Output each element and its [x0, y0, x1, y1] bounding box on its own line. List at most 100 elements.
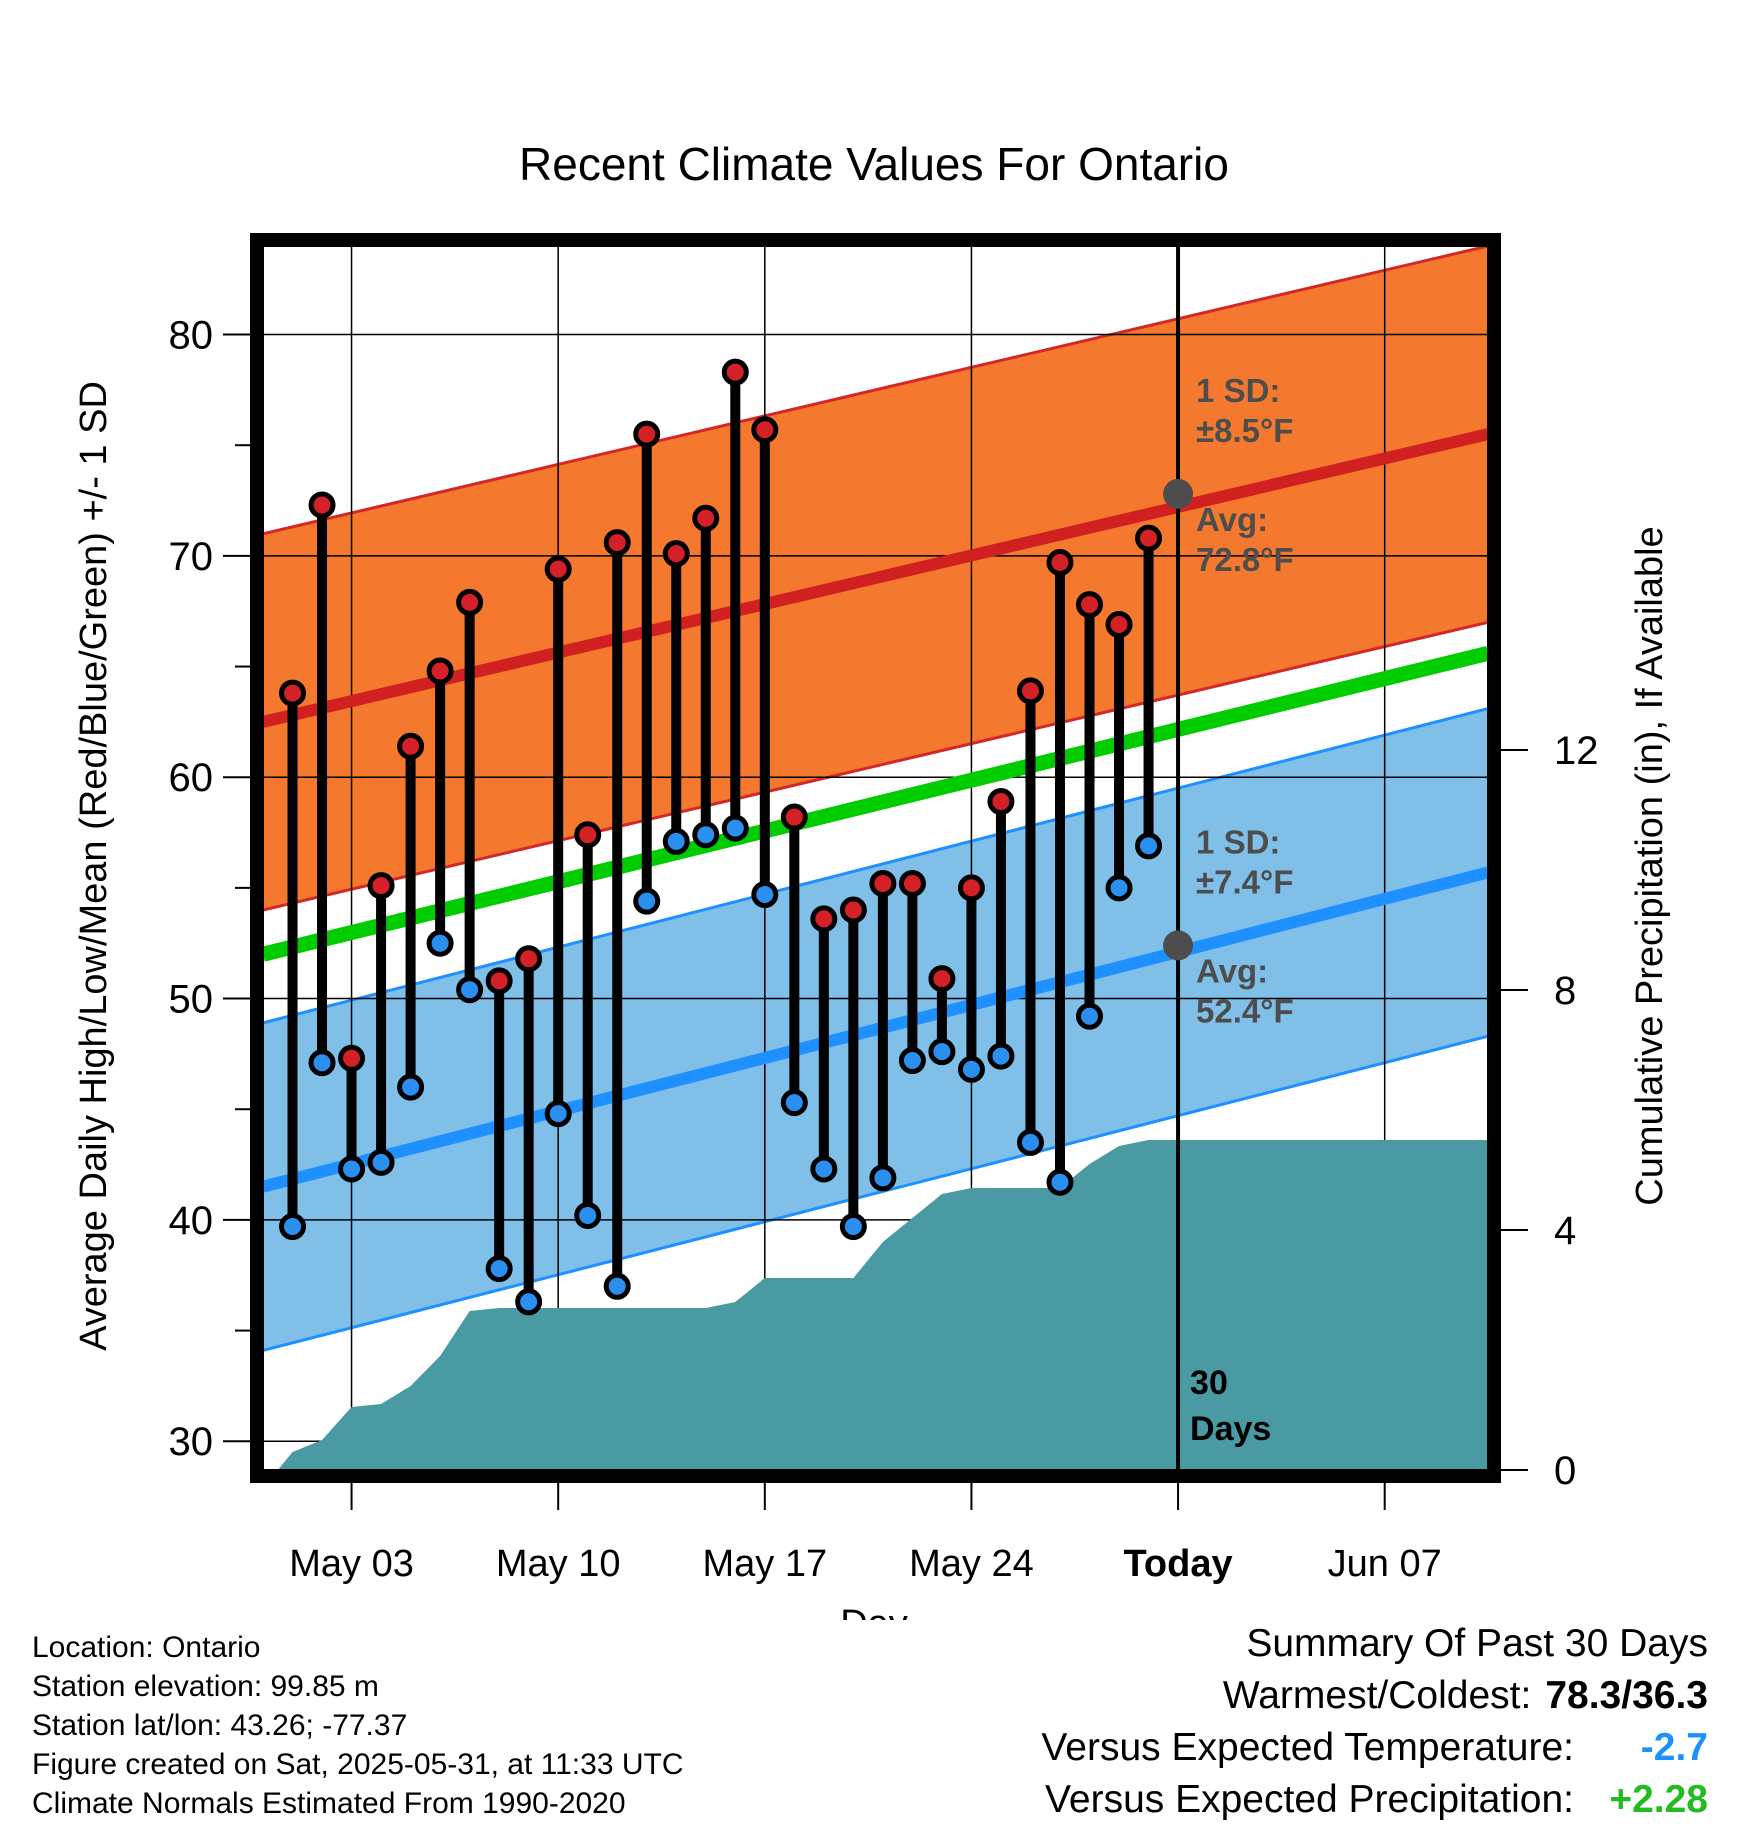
daily-high-point [308, 491, 336, 519]
y2-tick-label: 12 [1554, 729, 1599, 773]
summary-temp-value: -2.7 [1640, 1726, 1708, 1769]
y-tick-label: 70 [169, 535, 214, 579]
daily-high-point [1105, 610, 1133, 638]
days-unit-label: Days [1190, 1410, 1271, 1448]
daily-low-point [810, 1155, 838, 1183]
daily-high-point [987, 788, 1015, 816]
high-sd-value: ±8.5°F [1196, 412, 1293, 449]
high-sd-upper-edge [263, 246, 1488, 536]
daily-high-point [397, 732, 425, 760]
y-tick-label: 30 [169, 1420, 214, 1464]
daily-low-point [869, 1164, 897, 1192]
daily-low-point [898, 1047, 926, 1075]
daily-high-point [1076, 591, 1104, 619]
daily-low-point [721, 814, 749, 842]
summary-warmest-value: 78.3/36.3 [1545, 1674, 1708, 1717]
daily-low-point [308, 1049, 336, 1077]
daily-low-point [957, 1055, 985, 1083]
daily-low-point [928, 1038, 956, 1066]
today-low-avg-marker [1163, 930, 1194, 961]
daily-low-point [780, 1089, 808, 1117]
daily-low-point [633, 887, 661, 915]
y-tick-label: 40 [169, 1199, 214, 1243]
x-tick-label: Jun 07 [1328, 1543, 1442, 1585]
climate-chart: Recent Climate Values For Ontario Averag… [73, 138, 1671, 1620]
info-latlon: Station lat/lon: 43.26; -77.37 [32, 1709, 408, 1742]
x-axis-label: Day [840, 1603, 908, 1620]
daily-low-point [338, 1155, 366, 1183]
y2-tick-label: 0 [1554, 1449, 1576, 1493]
daily-low-point [751, 881, 779, 909]
days-count-label: 30 [1190, 1364, 1228, 1402]
daily-low-point [1105, 874, 1133, 902]
daily-low-point [662, 827, 690, 855]
x-tick-label: May 03 [289, 1543, 414, 1585]
y2-tick-label: 4 [1554, 1209, 1576, 1253]
daily-high-point [279, 679, 307, 707]
x-tick-label: May 17 [702, 1543, 827, 1585]
info-created: Figure created on Sat, 2025-05-31, at 11… [32, 1748, 684, 1781]
daily-high-point [456, 588, 484, 616]
low-sd-lower-edge [263, 1034, 1488, 1352]
daily-low-point [987, 1042, 1015, 1070]
daily-low-point [1046, 1168, 1074, 1196]
daily-low-point [426, 929, 454, 957]
daily-low-point [456, 976, 484, 1004]
daily-low-point [839, 1213, 867, 1241]
daily-high-point [898, 869, 926, 897]
daily-high-point [574, 821, 602, 849]
chart-title: Recent Climate Values For Ontario [519, 138, 1229, 190]
daily-low-point [544, 1100, 572, 1128]
daily-high-point [1016, 677, 1044, 705]
daily-low-point [485, 1255, 513, 1283]
plot-area [263, 246, 1488, 1470]
y2-tick-label: 8 [1554, 969, 1576, 1013]
x-tick-label: Today [1124, 1543, 1233, 1585]
y2-axis-label: Cumulative Precipitation (in), If Availa… [1629, 526, 1671, 1205]
info-normals: Climate Normals Estimated From 1990-2020 [32, 1787, 626, 1820]
summary-precip-value: +2.28 [1609, 1778, 1708, 1821]
daily-high-point [751, 416, 779, 444]
daily-high-point [662, 540, 690, 568]
high-avg-label: Avg: [1196, 501, 1268, 538]
daily-high-point [426, 657, 454, 685]
low-avg-label: Avg: [1196, 952, 1268, 989]
high-sd-label: 1 SD: [1196, 372, 1280, 409]
daily-high-point [485, 967, 513, 995]
daily-high-point [515, 945, 543, 973]
daily-low-point [603, 1272, 631, 1300]
daily-high-point [1046, 549, 1074, 577]
y-tick-label: 80 [169, 314, 214, 358]
daily-low-point [1135, 832, 1163, 860]
daily-high-point [957, 874, 985, 902]
low-sd-value: ±7.4°F [1196, 863, 1293, 900]
info-location: Location: Ontario [32, 1631, 261, 1664]
daily-high-point [869, 869, 897, 897]
summary-precip-row: Versus Expected Precipitation: +2.28 [1041, 1774, 1708, 1826]
daily-high-point [721, 358, 749, 386]
low-avg-value: 52.4°F [1196, 992, 1294, 1029]
daily-low-point [1016, 1128, 1044, 1156]
x-tick-label: May 10 [496, 1543, 621, 1585]
daily-high-point [367, 872, 395, 900]
daily-high-point [810, 905, 838, 933]
daily-low-point [397, 1073, 425, 1101]
daily-low-point [574, 1201, 602, 1229]
y-tick-label: 60 [169, 756, 214, 800]
high-avg-value: 72.8°F [1196, 541, 1294, 578]
info-elevation: Station elevation: 99.85 m [32, 1670, 379, 1703]
y-axis-label: Average Daily High/Low/Mean (Red/Blue/Gr… [73, 381, 115, 1351]
summary-temp-label: Versus Expected Temperature: [1041, 1726, 1574, 1769]
daily-high-point [338, 1044, 366, 1072]
daily-low-point [692, 821, 720, 849]
daily-high-point [928, 965, 956, 993]
low-normal-line [263, 866, 1488, 1193]
summary-precip-label: Versus Expected Precipitation: [1045, 1778, 1574, 1821]
daily-low-point [367, 1148, 395, 1176]
daily-high-point [544, 555, 572, 583]
daily-low-point [515, 1288, 543, 1316]
summary-title: Summary Of Past 30 Days [1246, 1622, 1708, 1665]
daily-low-point [279, 1213, 307, 1241]
y-tick-label: 50 [169, 978, 214, 1022]
plot-frame [250, 233, 1501, 1483]
